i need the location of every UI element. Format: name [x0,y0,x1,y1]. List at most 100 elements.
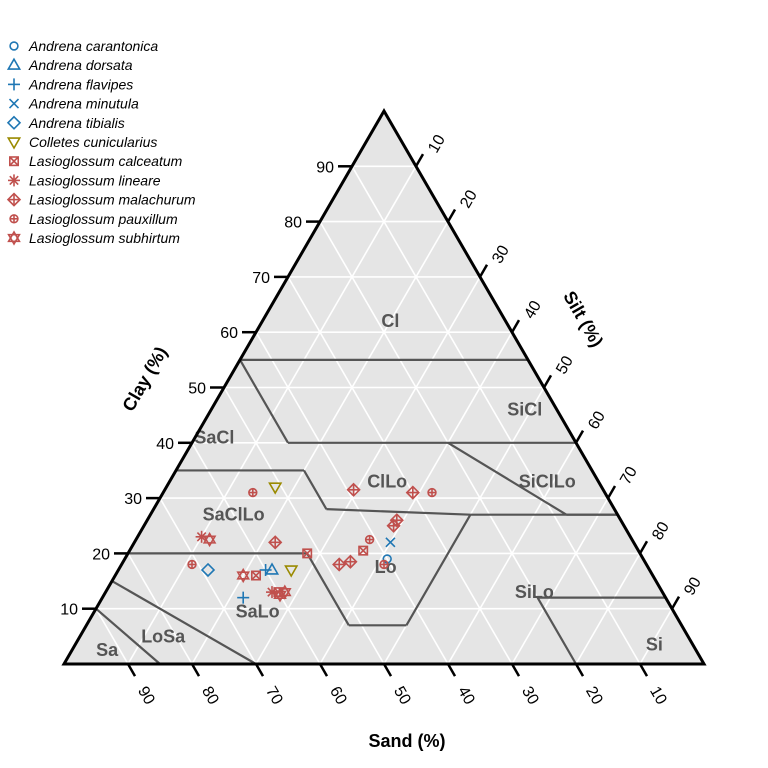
silt-tick-label: 90 [681,574,705,598]
sand-tick-mark [190,663,201,677]
marker-part [6,115,22,130]
clay-tick-label: 70 [252,270,270,287]
silt-tick-mark [606,485,617,499]
sand-tick-label: 10 [646,684,670,708]
grid-line-silt [255,276,481,665]
region-label-sicllo: SiClLo [519,472,576,492]
region-label-losa: LoSa [141,626,186,646]
grid-line-sand [351,165,641,665]
legend-marker [6,57,22,70]
legend-item: Andrena minutula [8,96,139,112]
marker-part [6,57,22,70]
marker-part [278,588,292,600]
legend-marker [9,156,19,167]
data-point [302,548,313,559]
marker-part [273,590,287,603]
marker-part [9,41,19,51]
legend-item: Lasioglossum lineare [8,172,161,188]
data-point [268,482,283,495]
sand-tick-mark [638,663,649,677]
sand-tick-label: 70 [262,684,286,708]
grid-line-sand [287,276,513,665]
data-point [195,530,208,543]
silt-tick-label: 80 [649,519,673,543]
data-point [200,562,216,578]
data-point [358,545,369,556]
legend-item: Andrena carantonica [9,38,158,54]
legend-label: Andrena dorsata [28,57,133,73]
class-boundary [95,607,161,665]
data-point [405,485,420,500]
silt-tick-mark [670,595,681,610]
class-boundary [111,580,257,665]
data-point [268,535,283,550]
marker-part [8,98,20,109]
class-boundary [306,552,350,626]
sand-tick-mark [574,663,585,677]
marker-part [278,584,292,597]
silt-tick-label: 10 [425,132,449,156]
data-points [187,482,437,604]
clay-tick-label: 90 [316,159,334,176]
marker-part [202,535,217,548]
data-point [364,534,375,545]
region-label-salo: SaLo [236,601,280,621]
silt-tick-mark [542,374,553,389]
grid-line-silt [511,497,609,665]
axis-ticks: 10 20 30 40 50 60 70 80 90 10 20 30 40 50 60 70 80 90 90 80… [60,132,705,708]
legend: Andrena carantonica Andrena dorsata Andren… [6,38,196,246]
sand-tick-mark [382,663,393,677]
legend-item: Andrena tibialis [6,115,125,131]
grid-line-silt [639,608,673,665]
class-boundary [536,597,577,665]
class-boundary [303,469,328,510]
data-point [248,487,258,498]
grid-line-silt [575,552,641,665]
sand-axis-title: Sand (%) [368,731,445,751]
data-point [202,531,217,548]
marker-part [9,156,19,166]
marker-part [358,545,369,556]
marker-part [302,548,313,559]
silt-tick-label: 30 [489,243,513,267]
legend-label: Lasioglossum lineare [29,172,161,188]
data-point [332,557,347,572]
marker-part [251,570,261,581]
marker-part [251,570,262,581]
sand-tick-label: 80 [198,684,222,708]
texture-class-boundaries [95,358,666,665]
sand-tick-label: 20 [582,684,606,708]
sand-tick-mark [446,663,457,677]
clay-tick-label: 80 [284,215,302,232]
marker-part [196,532,207,542]
sand-tick-mark [126,663,137,677]
legend-item: Lasioglossum calceatum [9,153,183,169]
region-label-sacl: SaCl [194,427,234,447]
marker-part [358,545,368,556]
legend-marker [7,230,21,246]
clay-tick-label: 30 [124,491,142,508]
silt-tick-mark [414,153,425,167]
silt-tick-label: 40 [521,298,545,322]
sand-tick-mark [510,663,521,677]
sand-tick-label: 90 [134,684,158,708]
marker-part [6,137,22,150]
legend-label: Andrena flavipes [28,76,133,92]
grid-line-silt [447,442,577,665]
clay-tick-label: 40 [156,436,174,453]
region-label-cl: Cl [381,311,399,331]
region-label-sa: Sa [96,640,119,660]
class-boundary [447,441,567,516]
clay-tick-label: 10 [60,602,78,619]
marker-part [284,565,299,578]
sand-tick-mark [318,663,329,677]
silt-tick-mark [574,430,585,444]
region-label-cllo: ClLo [367,472,407,492]
marker-part [236,567,250,580]
marker-part [267,587,277,597]
class-boundary [239,359,289,444]
legend-label: Andrena tibialis [28,115,125,131]
sand-tick-label: 30 [518,684,542,708]
